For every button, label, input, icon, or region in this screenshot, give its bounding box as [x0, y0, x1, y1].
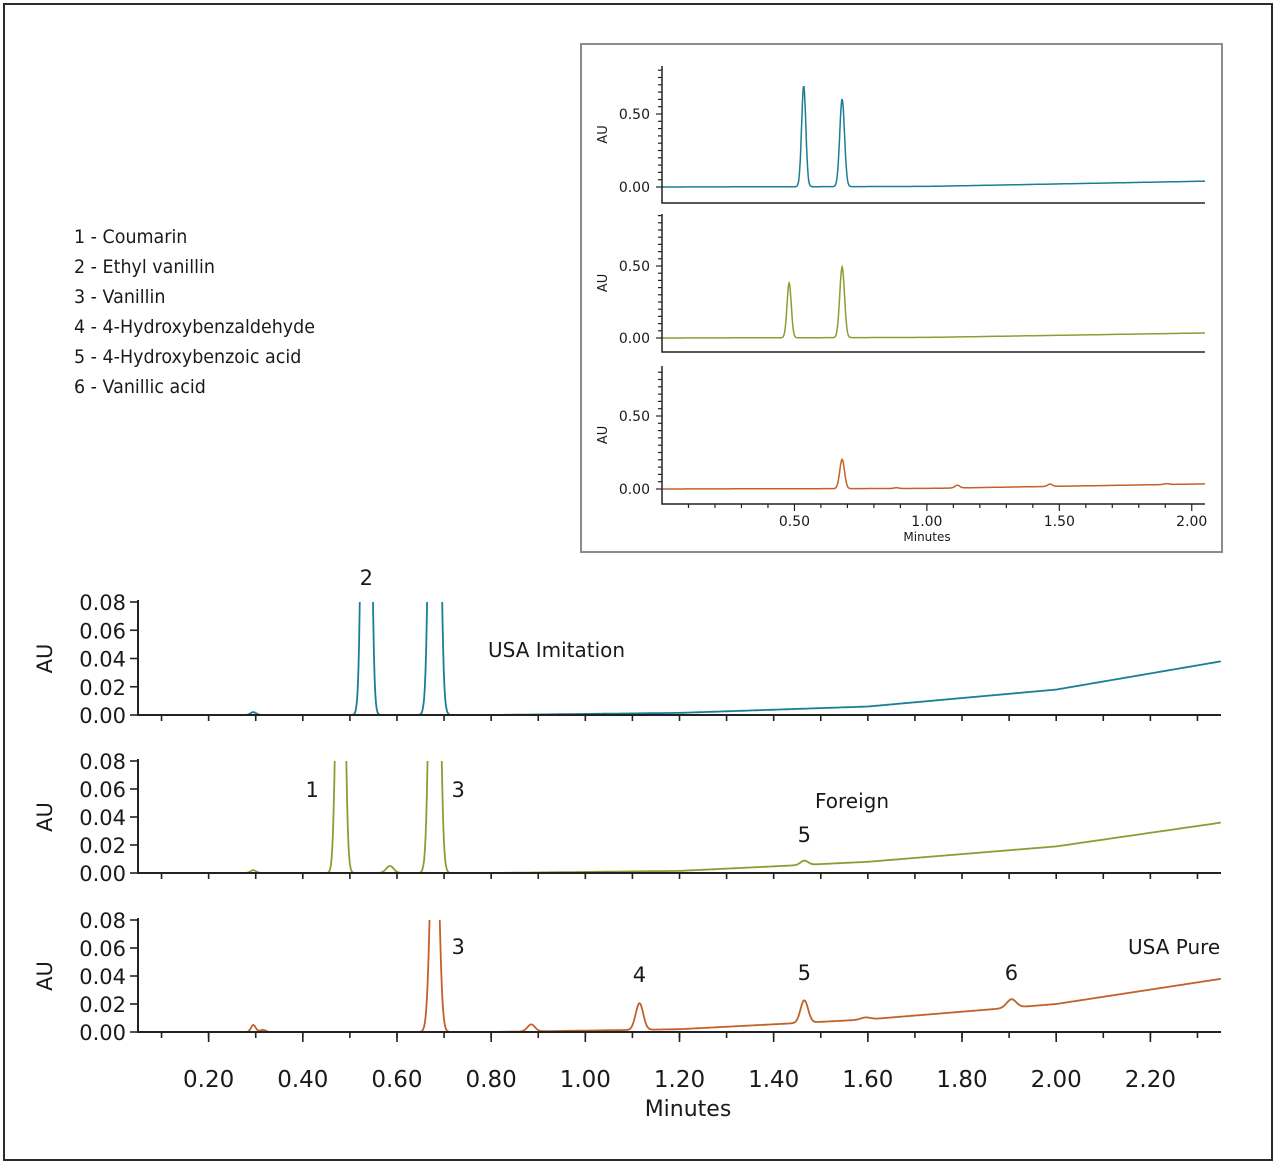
main-ytick-label-1-3: 0.06 [79, 778, 126, 802]
main-ytick-label-2-2: 0.04 [79, 965, 126, 989]
main-xtick-label-1: 0.40 [277, 1067, 328, 1093]
inset-chart-box [580, 43, 1223, 553]
main-ytick-label-2-1: 0.02 [79, 993, 126, 1017]
inset-ytick-label-2-1: 0.50 [619, 409, 650, 425]
main-trace-2 [138, 920, 1221, 1033]
main-axes-1 [137, 759, 1221, 874]
peak-legend: 1 - Coumarin 2 - Ethyl vanillin 3 - Vani… [74, 222, 315, 402]
main-trace-0 [138, 602, 1221, 716]
inset-ytick-label-0-0: 0.00 [619, 180, 650, 196]
main-axes-0 [137, 600, 1221, 716]
inset-trace-2 [662, 458, 1205, 490]
main-ytick-label-1-0: 0.00 [79, 862, 126, 886]
inset-xtick-label-0: 0.50 [779, 514, 810, 530]
legend-item-2: 2 - Ethyl vanillin [74, 256, 215, 278]
main-ytick-label-1-4: 0.08 [79, 750, 126, 774]
main-xtick-label-9: 2.00 [1031, 1067, 1082, 1093]
peak-label-1-1: 3 [452, 778, 465, 802]
main-ytick-label-1-1: 0.02 [79, 834, 126, 858]
inset-trace-0 [662, 85, 1205, 188]
peak-label-0-0: 2 [360, 566, 373, 590]
main-xtick-label-10: 2.20 [1125, 1067, 1176, 1093]
main-ytick-label-2-3: 0.06 [79, 937, 126, 961]
inset-ylabel-2: AU [596, 426, 611, 444]
inset-xtick-label-3: 2.00 [1176, 514, 1207, 530]
peak-label-1-2: 5 [798, 823, 811, 847]
series-name-2: USA Pure [1128, 935, 1220, 959]
main-xtick-label-5: 1.20 [654, 1067, 705, 1093]
inset-axes-1 [661, 214, 1205, 353]
main-axes-2 [137, 918, 1221, 1033]
series-name-1: Foreign [815, 789, 889, 813]
legend-item-6: 6 - Vanillic acid [74, 376, 206, 398]
inset-xlabel: Minutes [903, 530, 950, 544]
main-ytick-label-0-3: 0.06 [79, 619, 126, 643]
legend-item-3: 3 - Vanillin [74, 286, 166, 308]
peak-label-2-0: 3 [452, 935, 465, 959]
main-ytick-label-0-0: 0.00 [79, 704, 126, 728]
legend-item-5: 5 - 4-Hydroxybenzoic acid [74, 346, 302, 368]
main-ytick-label-0-1: 0.02 [79, 676, 126, 700]
main-xlabel: Minutes [645, 1097, 732, 1122]
main-ylabel-0: AU [33, 644, 57, 674]
main-xtick-label-8: 1.80 [936, 1067, 987, 1093]
inset-xtick-label-2: 1.50 [1044, 514, 1075, 530]
series-name-0: USA Imitation [488, 638, 625, 662]
main-ytick-label-2-0: 0.00 [79, 1021, 126, 1045]
inset-ylabel-1: AU [596, 274, 611, 292]
peak-label-2-2: 5 [798, 961, 811, 985]
inset-ytick-label-2-0: 0.00 [619, 482, 650, 498]
main-xtick-label-3: 0.80 [466, 1067, 517, 1093]
legend-item-4: 4 - 4-Hydroxybenzaldehyde [74, 316, 316, 338]
inset-ylabel-0: AU [596, 125, 611, 143]
inset-trace-1 [662, 264, 1205, 339]
main-ytick-label-0-4: 0.08 [79, 591, 126, 615]
inset-axes-0 [661, 66, 1205, 204]
inset-xtick-label-1: 1.00 [911, 514, 942, 530]
main-xtick-label-2: 0.60 [371, 1067, 422, 1093]
peak-label-1-0: 1 [306, 778, 319, 802]
main-ylabel-1: AU [33, 802, 57, 832]
peak-label-2-3: 6 [1005, 961, 1018, 985]
main-xtick-label-6: 1.40 [748, 1067, 799, 1093]
main-xtick-label-7: 1.60 [842, 1067, 893, 1093]
main-xtick-label-0: 0.20 [183, 1067, 234, 1093]
inset-ytick-label-1-1: 0.50 [619, 259, 650, 275]
main-ytick-label-0-2: 0.04 [79, 648, 126, 672]
peak-label-2-1: 4 [633, 963, 646, 987]
main-ylabel-2: AU [33, 961, 57, 991]
inset-axes-2 [661, 366, 1205, 505]
main-xtick-label-4: 1.00 [560, 1067, 611, 1093]
main-trace-1 [138, 761, 1221, 874]
inset-ytick-label-0-1: 0.50 [619, 107, 650, 123]
legend-item-1: 1 - Coumarin [74, 226, 188, 248]
inset-ytick-label-1-0: 0.00 [619, 331, 650, 347]
main-ytick-label-2-4: 0.08 [79, 909, 126, 933]
main-ytick-label-1-2: 0.04 [79, 806, 126, 830]
